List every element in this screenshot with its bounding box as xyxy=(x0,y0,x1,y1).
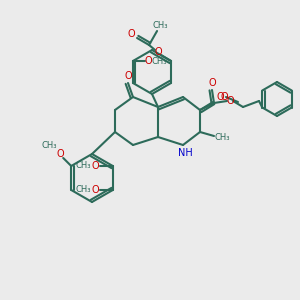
Text: CH₃: CH₃ xyxy=(151,56,167,65)
Text: O: O xyxy=(124,71,132,81)
Text: CH₃: CH₃ xyxy=(75,185,91,194)
Text: O: O xyxy=(208,78,216,88)
Text: O: O xyxy=(127,29,135,39)
Text: CH₃: CH₃ xyxy=(214,133,230,142)
Text: O: O xyxy=(226,96,234,106)
Text: CH₃: CH₃ xyxy=(152,20,168,29)
Text: O: O xyxy=(92,185,100,195)
Text: O: O xyxy=(56,149,64,159)
Text: O: O xyxy=(92,161,100,171)
Text: O: O xyxy=(220,92,228,102)
Text: O: O xyxy=(154,47,162,57)
Text: O: O xyxy=(144,56,152,66)
Text: CH₃: CH₃ xyxy=(41,140,57,149)
Text: NH: NH xyxy=(178,148,192,158)
Text: O: O xyxy=(216,92,224,102)
Text: CH₃: CH₃ xyxy=(75,161,91,170)
